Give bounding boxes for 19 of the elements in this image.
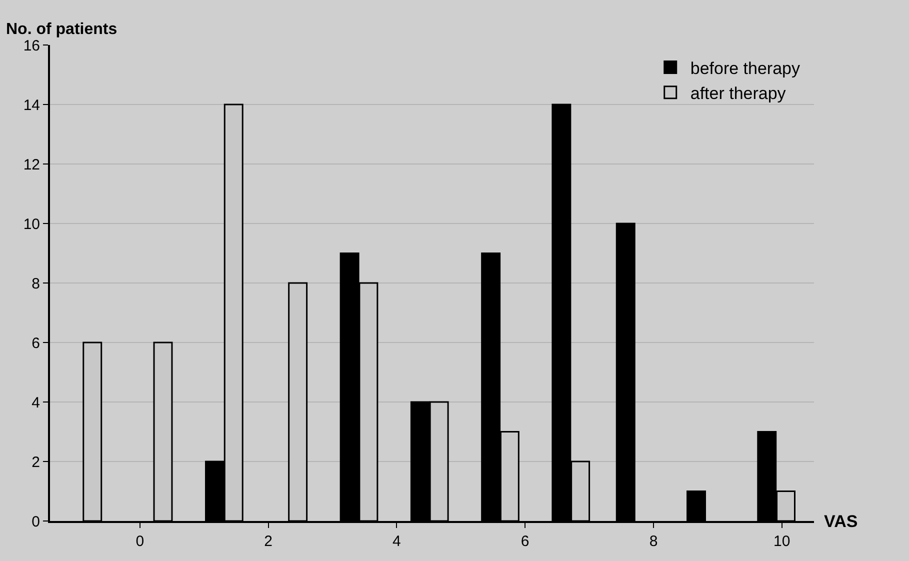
x-tick-label: 6 — [520, 533, 530, 550]
y-tick-label: 10 — [23, 216, 40, 233]
x-tick-label: 0 — [136, 533, 144, 550]
x-tick-label: 4 — [392, 533, 401, 550]
legend-label: after therapy — [690, 84, 786, 104]
y-tick-label: 12 — [23, 156, 40, 174]
x-tick-label: 8 — [649, 533, 658, 550]
x-axis-title: VAS — [824, 512, 858, 531]
x-tick-label: 10 — [774, 533, 790, 550]
legend-label: before therapy — [690, 58, 800, 78]
y-tick-label: 16 — [23, 37, 40, 54]
y-tick-label: 8 — [32, 275, 40, 292]
y-tick-label: 14 — [23, 96, 40, 114]
y-tick-label: 4 — [32, 394, 40, 412]
y-tick-label: 6 — [32, 334, 40, 352]
y-tick-label: 2 — [32, 454, 40, 471]
y-axis-title: No. of patients — [6, 21, 118, 38]
x-tick-label: 2 — [264, 533, 272, 550]
y-tick-label: 0 — [32, 513, 40, 530]
